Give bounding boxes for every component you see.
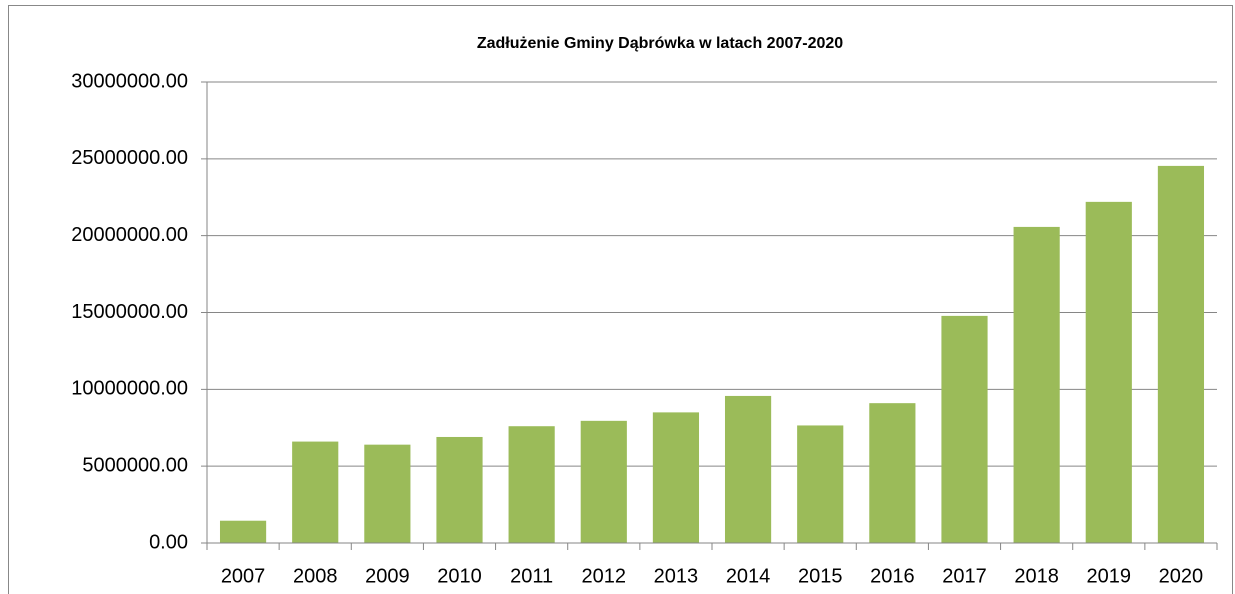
x-tick-label: 2017 [942, 565, 987, 587]
y-tick-label: 0.00 [149, 531, 188, 553]
y-tick-label: 15000000.00 [71, 301, 188, 323]
bar [580, 420, 627, 543]
x-tick-label: 2019 [1087, 565, 1132, 587]
bar [869, 403, 916, 543]
bar [941, 315, 988, 543]
bar [292, 441, 339, 543]
bar [364, 444, 411, 543]
bar [1013, 226, 1060, 544]
x-tick-label: 2012 [582, 565, 627, 587]
bar [652, 412, 700, 543]
bar [797, 425, 844, 543]
y-tick-label: 5000000.00 [82, 454, 188, 476]
chart-border [8, 5, 1233, 594]
x-tick-label: 2016 [870, 565, 915, 587]
x-tick-label: 2014 [726, 565, 771, 587]
x-tick-label: 2013 [654, 565, 699, 587]
x-tick-label: 2009 [365, 565, 410, 587]
bar [724, 395, 772, 543]
y-tick-label: 20000000.00 [71, 224, 188, 246]
x-tick-label: 2008 [293, 565, 338, 587]
bar [436, 436, 483, 543]
bar [508, 426, 555, 543]
y-tick-label: 25000000.00 [71, 147, 188, 169]
x-tick-label: 2018 [1014, 565, 1059, 587]
x-tick-label: 2020 [1159, 565, 1204, 587]
chart-title: Zadłużenie Gminy Dąbrówka w latach 2007-… [477, 35, 843, 52]
bar [219, 520, 267, 543]
x-tick-label: 2007 [221, 565, 266, 587]
bar [1085, 201, 1132, 544]
x-tick-label: 2011 [510, 565, 553, 587]
y-tick-label: 10000000.00 [71, 378, 188, 400]
y-tick-label: 30000000.00 [71, 70, 188, 92]
x-tick-label: 2015 [798, 565, 843, 587]
bar [1157, 165, 1205, 544]
x-tick-label: 2010 [437, 565, 482, 587]
